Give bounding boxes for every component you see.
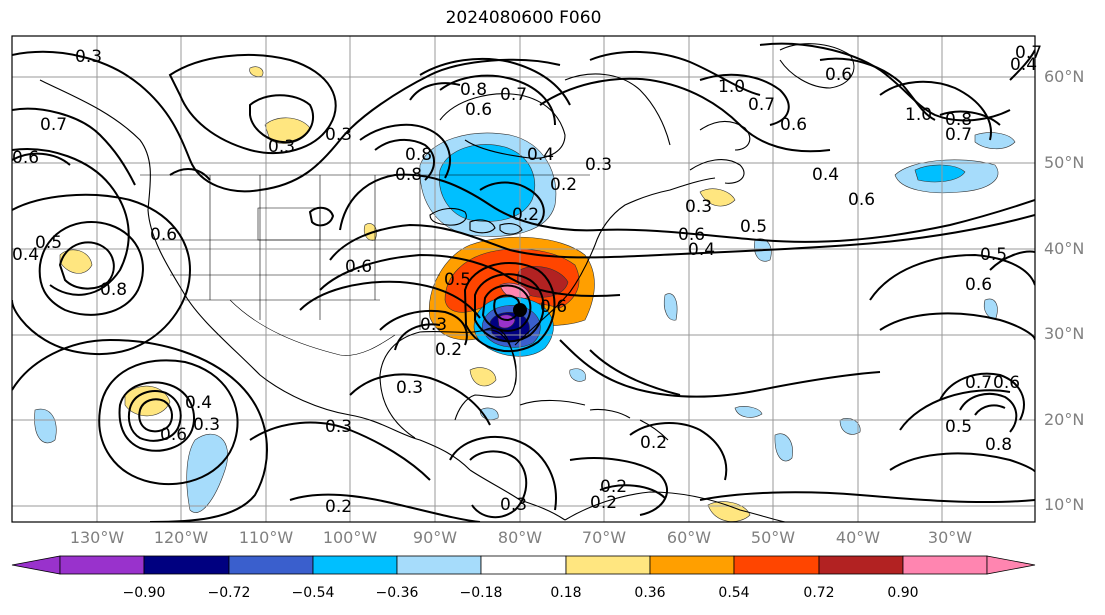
contour-label: 0.6 bbox=[780, 115, 807, 135]
lat-label: 40°N bbox=[1044, 239, 1085, 258]
contour-label: 0.3 bbox=[396, 378, 423, 398]
contour-label: 0.6 bbox=[825, 65, 852, 85]
contour-label: 0.2 bbox=[325, 497, 352, 517]
chart-title: 2024080600 F060 bbox=[445, 8, 602, 28]
contour-label: 0.4 bbox=[812, 165, 839, 185]
lon-label: 100°W bbox=[322, 528, 378, 547]
colorbar-tick-label: 0.18 bbox=[550, 585, 582, 601]
contour-label: 0.2 bbox=[600, 477, 627, 497]
contour-label: 0.7 bbox=[500, 85, 527, 105]
contour-label: 0.6 bbox=[12, 148, 39, 168]
lon-label: 130°W bbox=[69, 528, 125, 547]
plot-border bbox=[11, 35, 1036, 523]
contour-label: 0.6 bbox=[150, 225, 177, 245]
contour-label: 0.6 bbox=[160, 425, 187, 445]
lat-label: 20°N bbox=[1044, 410, 1085, 429]
contour-label: 0.7 bbox=[40, 115, 67, 135]
contour-label: 0.7 bbox=[748, 95, 775, 115]
contour-label: 0.5 bbox=[945, 417, 972, 437]
contour-label: 0.8 bbox=[945, 110, 972, 130]
map-gridlines bbox=[12, 36, 1035, 522]
lon-label: 90°W bbox=[412, 528, 458, 547]
contour-label: 0.2 bbox=[640, 433, 667, 453]
contour-label: 0.3 bbox=[685, 197, 712, 217]
contour-label: 0.2 bbox=[550, 175, 577, 195]
contour-label: 0.6 bbox=[345, 257, 372, 277]
cyclone-center-marker bbox=[513, 303, 527, 317]
lat-label: 50°N bbox=[1044, 153, 1085, 172]
colorbar bbox=[11, 555, 1036, 575]
colorbar-tick-label: 0.36 bbox=[634, 585, 666, 601]
contour-label: 0.5 bbox=[35, 233, 62, 253]
contour-label: 0.3 bbox=[193, 415, 220, 435]
contour-label: 0.5 bbox=[980, 245, 1007, 265]
colorbar-tick-label: 0.54 bbox=[718, 585, 750, 601]
contour-lines bbox=[12, 42, 1035, 522]
contour-label: 0.4 bbox=[185, 393, 212, 413]
contour-label: 0.6 bbox=[678, 225, 705, 245]
lat-label: 10°N bbox=[1044, 495, 1085, 514]
contour-label: 1.0 bbox=[718, 77, 745, 97]
contour-label: 0.4 bbox=[688, 240, 715, 260]
contour-label: 0.6 bbox=[993, 373, 1020, 393]
colorbar-extend-min bbox=[11, 555, 61, 575]
contour-label: 0.8 bbox=[405, 145, 432, 165]
colorbar-tick-label: −0.36 bbox=[375, 585, 419, 601]
colorbar-tick-label: −0.72 bbox=[207, 585, 251, 601]
contour-label: 0.6 bbox=[465, 100, 492, 120]
lon-label: 110°W bbox=[238, 528, 294, 547]
contour-label: 0.5 bbox=[444, 270, 471, 290]
colorbar-extend-max bbox=[986, 555, 1036, 575]
contour-label: 0.3 bbox=[585, 155, 612, 175]
contour-label: 0.7 bbox=[1015, 43, 1042, 63]
contour-label: 0.7 bbox=[965, 373, 992, 393]
lat-label: 30°N bbox=[1044, 324, 1085, 343]
colorbar-tick-label: 0.72 bbox=[803, 585, 835, 601]
contour-label: 0.6 bbox=[848, 190, 875, 210]
contour-label-layer: 0.3 0.8 0.7 0.6 1.0 0.7 0.6 1.0 0.8 0.7 … bbox=[12, 43, 1042, 517]
colorbar-tick-label: 0.90 bbox=[887, 585, 919, 601]
colorbar-tick-label: −0.90 bbox=[122, 585, 166, 601]
colorbar-tick-label: −0.18 bbox=[459, 585, 503, 601]
contour-label: 1.0 bbox=[905, 105, 932, 125]
contour-label: 0.4 bbox=[527, 145, 554, 165]
lon-label: 120°W bbox=[153, 528, 209, 547]
lon-label: 40°W bbox=[835, 528, 881, 547]
contour-label: 0.4 bbox=[1010, 55, 1037, 75]
contour-label: 0.6 bbox=[540, 297, 567, 317]
contour-label: 0.8 bbox=[460, 80, 487, 100]
contour-label: 0.4 bbox=[12, 245, 39, 265]
contour-label: 0.6 bbox=[965, 275, 992, 295]
contour-label: 0.2 bbox=[512, 205, 539, 225]
colorbar-tick-label: −0.54 bbox=[291, 585, 335, 601]
contour-label: 0.2 bbox=[435, 340, 462, 360]
contour-label: 0.3 bbox=[500, 495, 527, 515]
lon-label: 70°W bbox=[581, 528, 627, 547]
lon-label: 50°W bbox=[750, 528, 796, 547]
contour-label: 0.3 bbox=[268, 137, 295, 157]
contour-label: 0.3 bbox=[75, 47, 102, 67]
contour-label: 0.2 bbox=[590, 493, 617, 513]
lon-label: 60°W bbox=[666, 528, 712, 547]
contour-label: 0.5 bbox=[740, 217, 767, 237]
coastlines bbox=[39, 43, 855, 522]
contour-label: 0.3 bbox=[325, 417, 352, 437]
contour-label: 0.7 bbox=[945, 125, 972, 145]
contour-label: 0.8 bbox=[100, 280, 127, 300]
lat-label: 60°N bbox=[1044, 67, 1085, 86]
contour-label: 0.8 bbox=[395, 165, 422, 185]
lon-label: 30°W bbox=[927, 528, 973, 547]
contour-label: 0.3 bbox=[325, 125, 352, 145]
lon-label: 80°W bbox=[497, 528, 543, 547]
contour-label: 0.8 bbox=[985, 435, 1012, 455]
contour-label: 0.3 bbox=[420, 315, 447, 335]
